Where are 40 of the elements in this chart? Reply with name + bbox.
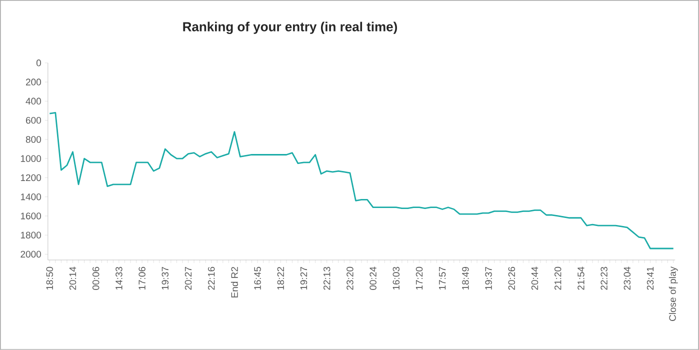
y-tick-label: 1400 <box>20 194 42 200</box>
x-tick-label: 22:16 <box>208 266 215 290</box>
x-tick-label: Close of play <box>668 266 678 321</box>
x-tick-label: 23:20 <box>346 266 354 290</box>
x-tick-label: End R2 <box>230 267 238 298</box>
x-tick-label: 19:27 <box>300 267 308 290</box>
x-tick-label: 21:54 <box>578 266 584 290</box>
y-tick-label: 1600 <box>20 212 42 220</box>
x-tick-label: 00:06 <box>92 266 100 290</box>
y-tick-label: 1800 <box>20 232 42 239</box>
x-tick-label: 17:06 <box>138 266 146 290</box>
x-tick-label: 20:26 <box>508 266 516 290</box>
x-tick-label: 19:37 <box>485 267 492 290</box>
x-tick-label: 18:49 <box>462 267 469 290</box>
y-tick-label: 2000 <box>20 250 42 258</box>
y-tick-label: 1200 <box>20 174 42 182</box>
y-tick-label: 200 <box>26 78 42 86</box>
x-tick-label: 00:24 <box>370 266 376 290</box>
x-tick-label: 22:13 <box>323 266 330 290</box>
y-tick-label: 800 <box>26 136 42 143</box>
chart-title: Ranking of your entry (in real time) <box>183 22 397 34</box>
x-tick-label: 14:33 <box>116 266 122 290</box>
x-tick-label: 23:04 <box>624 266 631 290</box>
x-tick-label: 23:41 <box>646 267 654 290</box>
x-tick-label: 19:37 <box>162 267 169 290</box>
x-tick-label: 21:20 <box>554 266 562 290</box>
x-tick-label: 16:03 <box>392 266 400 290</box>
x-tick-label: 20:14 <box>69 266 76 290</box>
y-tick-label: 0 <box>36 60 42 66</box>
x-tick-label: 17:20 <box>416 266 423 290</box>
x-tick-label: 20:44 <box>531 266 538 290</box>
y-tick-label: 600 <box>26 116 42 124</box>
x-tick-label: 18:22 <box>277 267 284 290</box>
y-tick-label: 1000 <box>20 155 42 162</box>
x-tick-label: 18:50 <box>46 266 54 290</box>
x-tick-label: 17:57 <box>439 267 446 290</box>
y-tick-label: 400 <box>26 98 42 105</box>
x-tick-label: 20:27 <box>184 267 192 290</box>
x-tick-label: 22:23 <box>600 266 608 290</box>
x-tick-label: 16:45 <box>254 266 261 290</box>
